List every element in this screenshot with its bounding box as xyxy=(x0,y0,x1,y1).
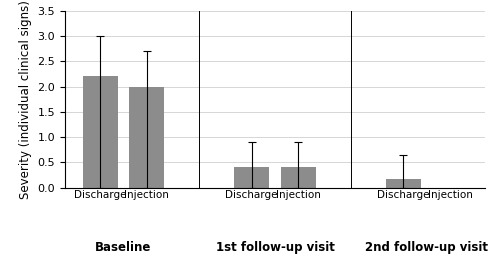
Bar xyxy=(129,87,164,188)
Text: 1st follow-up visit: 1st follow-up visit xyxy=(216,241,334,254)
Y-axis label: Severity (individual clinical signs): Severity (individual clinical signs) xyxy=(19,0,32,199)
Text: Baseline: Baseline xyxy=(95,241,152,254)
Bar xyxy=(281,168,316,188)
Text: 2nd follow-up visit: 2nd follow-up visit xyxy=(365,241,488,254)
Bar xyxy=(386,178,421,188)
Bar xyxy=(82,76,118,188)
Bar xyxy=(234,168,269,188)
